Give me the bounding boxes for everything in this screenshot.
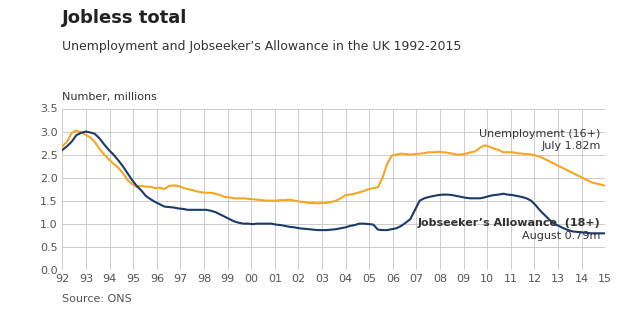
Text: Number, millions: Number, millions (62, 92, 157, 102)
Text: August 0.79m: August 0.79m (522, 231, 600, 241)
Text: Jobseeker’s Allowance  (18+): Jobseeker’s Allowance (18+) (418, 218, 600, 228)
Text: Unemployment (16+): Unemployment (16+) (479, 129, 600, 139)
Text: Source: ONS: Source: ONS (62, 294, 132, 304)
Text: Unemployment and Jobseeker’s Allowance in the UK 1992-2015: Unemployment and Jobseeker’s Allowance i… (62, 40, 462, 53)
Text: Jobless total: Jobless total (62, 9, 188, 27)
Text: July 1.82m: July 1.82m (541, 141, 600, 151)
